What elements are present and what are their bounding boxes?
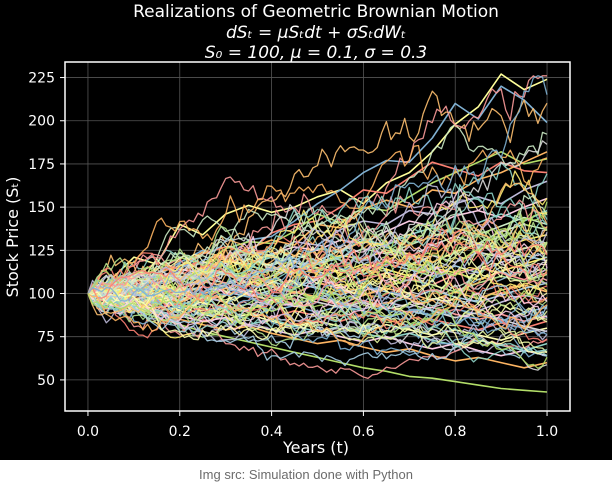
realization-line: [87, 217, 548, 324]
y-tick-label: 175: [28, 157, 55, 173]
chart-title: Realizations of Geometric Brownian Motio…: [133, 2, 499, 22]
realization-line: [87, 183, 548, 294]
y-tick-label: 75: [37, 330, 55, 346]
realization-line: [87, 292, 548, 346]
chart-svg: Realizations of Geometric Brownian Motio…: [3, 2, 571, 457]
realization-line: [87, 258, 548, 369]
realization-line: [87, 265, 548, 331]
y-tick-label: 125: [28, 243, 55, 259]
realization-line: [87, 291, 548, 355]
plot-frame: [64, 61, 571, 412]
x-tick-label: 0.2: [169, 424, 191, 440]
realization-line: [87, 207, 548, 298]
realization-line: [87, 221, 548, 316]
chart-parameters: S₀ = 100, μ = 0.1, σ = 0.3: [205, 43, 428, 63]
caption-text: Img src: Simulation done with Python: [199, 466, 413, 482]
x-tick-label: 0.8: [444, 424, 466, 440]
y-axis-label: Stock Price (Sₜ): [3, 177, 22, 298]
realization-line: [87, 123, 548, 296]
x-tick-label: 1.0: [536, 424, 558, 440]
realization-line: [87, 289, 548, 367]
x-tick-label: 0.4: [260, 424, 282, 440]
x-axis-label: Years (t): [282, 438, 349, 457]
x-tick-label: 0.6: [352, 424, 374, 440]
realization-line: [87, 219, 548, 294]
chart-equation: dSₜ = μSₜdt + σSₜdWₜ: [226, 23, 406, 43]
x-tick-label: 0.0: [77, 424, 99, 440]
tick-layer: 0.0 0.2 0.4 0.6 0.8 1.0 50 75 100 125 150 175 200 225: [28, 71, 558, 440]
y-tick-label: 50: [37, 373, 55, 389]
realization-line: [87, 293, 548, 380]
realization-line: [87, 176, 548, 308]
realization-line: [87, 197, 548, 295]
realization-line: [87, 85, 548, 295]
realization-line: [87, 220, 548, 305]
realization-line: [87, 151, 548, 295]
realization-line: [87, 240, 548, 303]
realization-line: [87, 285, 548, 350]
realization-line: [87, 293, 548, 357]
realization-line: [87, 258, 548, 307]
series-layer: [87, 73, 548, 393]
y-tick-label: 100: [28, 287, 55, 303]
image-caption: Img src: Simulation done with Python: [0, 460, 612, 488]
y-tick-label: 225: [28, 71, 55, 87]
y-tick-label: 150: [28, 200, 55, 216]
realization-line: [87, 75, 548, 302]
y-tick-label: 200: [28, 114, 55, 130]
realization-line: [87, 144, 548, 295]
chart-figure: Realizations of Geometric Brownian Motio…: [0, 0, 612, 460]
